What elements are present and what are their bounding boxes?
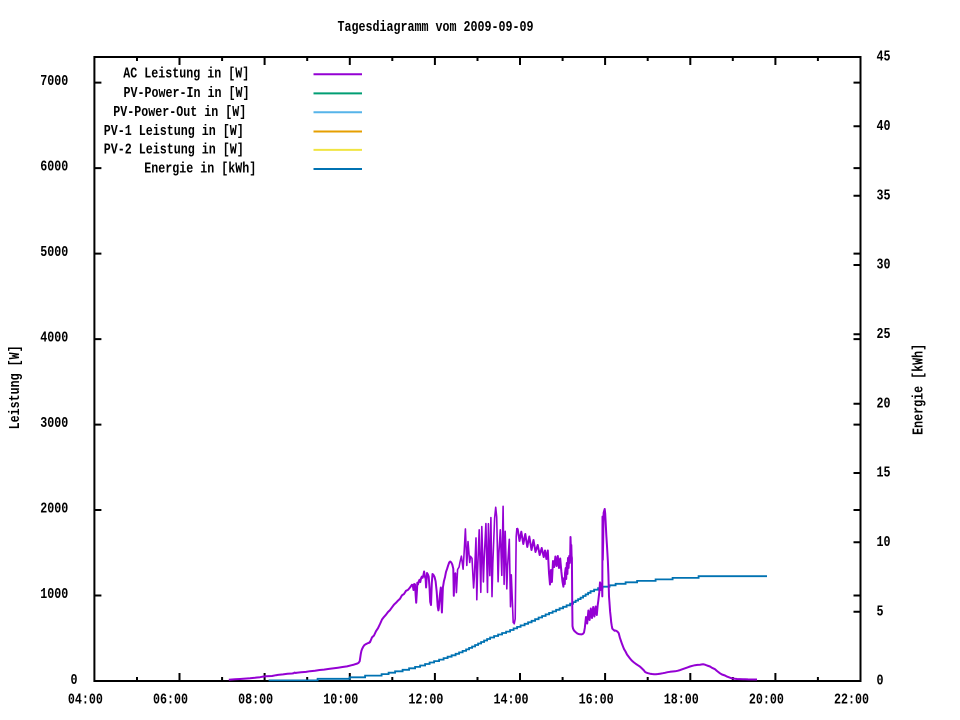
svg-text:PV-Power-In in [W]: PV-Power-In in [W]: [124, 86, 250, 102]
svg-text:7000: 7000: [40, 74, 68, 90]
svg-text:10: 10: [877, 535, 891, 551]
svg-text:5: 5: [877, 604, 884, 620]
svg-text:30: 30: [877, 258, 891, 274]
svg-text:14:00: 14:00: [494, 693, 529, 709]
svg-text:35: 35: [877, 188, 891, 204]
svg-text:22:00: 22:00: [834, 693, 869, 709]
svg-text:PV-2 Leistung in [W]: PV-2 Leistung in [W]: [104, 142, 244, 158]
svg-text:40: 40: [877, 119, 891, 135]
svg-text:18:00: 18:00: [664, 693, 699, 709]
svg-text:08:00: 08:00: [238, 693, 273, 709]
svg-text:06:00: 06:00: [153, 693, 188, 709]
svg-text:Energie in [kWh]: Energie in [kWh]: [144, 162, 256, 178]
svg-text:PV-1 Leistung in [W]: PV-1 Leistung in [W]: [104, 124, 244, 140]
svg-text:Energie [kWh]: Energie [kWh]: [912, 344, 928, 435]
svg-text:04:00: 04:00: [68, 693, 103, 709]
svg-text:0: 0: [877, 674, 884, 690]
svg-text:12:00: 12:00: [408, 693, 443, 709]
svg-text:5000: 5000: [40, 245, 68, 261]
svg-text:16:00: 16:00: [579, 693, 614, 709]
svg-text:AC Leistung in [W]: AC Leistung in [W]: [123, 67, 249, 83]
svg-text:6000: 6000: [40, 160, 68, 176]
svg-text:Leistung [W]: Leistung [W]: [8, 345, 24, 429]
svg-text:3000: 3000: [40, 416, 68, 432]
svg-text:0: 0: [71, 673, 78, 689]
svg-text:Tagesdiagramm vom 2009-09-09: Tagesdiagramm vom 2009-09-09: [338, 20, 534, 36]
svg-text:4000: 4000: [40, 331, 68, 347]
svg-text:25: 25: [877, 327, 891, 343]
svg-text:20:00: 20:00: [749, 693, 784, 709]
svg-text:1000: 1000: [40, 587, 68, 603]
svg-text:PV-Power-Out in [W]: PV-Power-Out in [W]: [113, 105, 246, 121]
svg-text:10:00: 10:00: [323, 693, 358, 709]
svg-text:15: 15: [877, 466, 891, 482]
svg-text:45: 45: [877, 50, 891, 66]
svg-text:2000: 2000: [40, 502, 68, 518]
svg-text:20: 20: [877, 396, 891, 412]
